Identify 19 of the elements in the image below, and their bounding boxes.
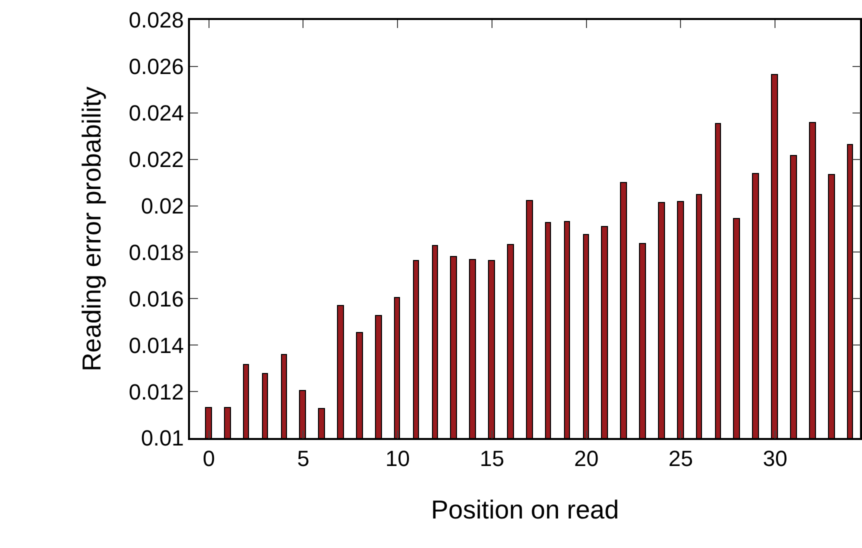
x-tick-label: 25	[668, 446, 693, 472]
y-tick-label: 0.026	[128, 54, 184, 80]
y-axis-title: Reading error probability	[76, 86, 107, 372]
y-tick-label: 0.016	[128, 286, 184, 312]
x-tick-label: 10	[385, 446, 410, 472]
y-tick-label: 0.018	[128, 240, 184, 265]
y-tick-label: 0.02	[141, 193, 184, 218]
x-axis-title: Position on read	[431, 494, 619, 524]
y-tick-label: 0.014	[128, 332, 184, 358]
x-tick-label: 0	[202, 446, 215, 472]
y-tick-label: 0.028	[128, 8, 184, 33]
x-tick-label: 5	[297, 446, 310, 472]
x-tick-label: 20	[574, 446, 599, 472]
x-tick-label: 15	[480, 446, 504, 472]
x-tick-label: 30	[762, 446, 788, 472]
y-tick-label: 0.022	[128, 147, 184, 172]
y-tick-label: 0.024	[128, 100, 184, 126]
y-tick-label: 0.012	[128, 379, 184, 404]
y-tick-label: 0.01	[141, 426, 184, 451]
